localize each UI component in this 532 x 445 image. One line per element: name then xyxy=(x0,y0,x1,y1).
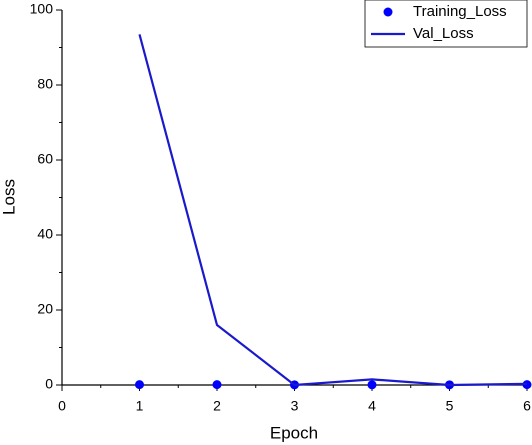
x-tick-label: 2 xyxy=(213,398,221,414)
point xyxy=(135,380,144,390)
x-tick-label: 5 xyxy=(446,398,454,414)
y-tick-label: 60 xyxy=(37,151,53,167)
x-tick-label: 0 xyxy=(58,398,66,414)
legend-swatch xyxy=(383,7,393,17)
point xyxy=(367,380,377,390)
y-tick-label: 100 xyxy=(30,1,54,17)
y-tick-label: 0 xyxy=(45,376,53,392)
y-tick-label: 40 xyxy=(37,226,53,242)
x-tick-label: 4 xyxy=(368,398,376,414)
legend-label: Training_Loss xyxy=(413,3,507,20)
val-line xyxy=(138,34,528,387)
y-tick-label: 80 xyxy=(37,76,53,92)
x-tick-label: 3 xyxy=(291,398,299,414)
y-axis-title: Loss xyxy=(0,179,18,215)
y-tick-label: 20 xyxy=(37,301,53,317)
legend-box xyxy=(364,0,528,48)
point xyxy=(212,380,222,390)
x-axis-title: Epoch xyxy=(270,423,318,442)
legend-label: Val_Loss xyxy=(413,25,474,42)
x-tick-label: 1 xyxy=(136,398,144,414)
x-tick-label: 6 xyxy=(523,398,531,414)
